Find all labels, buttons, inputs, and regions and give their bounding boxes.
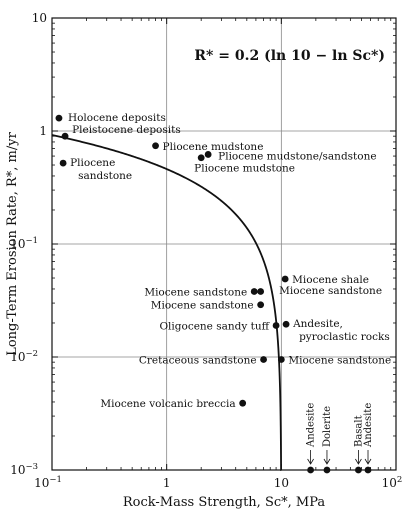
grid-lines <box>52 18 396 470</box>
y-tick-label: 10−1 <box>10 236 38 251</box>
data-point <box>239 399 247 407</box>
y-tick-label: 10−3 <box>10 462 38 477</box>
data-label: Cretaceous sandstone <box>139 355 257 367</box>
zero-rate-label: Andesite <box>363 403 374 448</box>
zero-rate-label: Dolerite <box>322 406 333 447</box>
y-tick-label: 1 <box>39 124 47 138</box>
data-label: Andesite, pyroclastic rocks <box>292 318 390 343</box>
zero-rate-point <box>307 466 315 474</box>
y-tick-label: 10−2 <box>10 349 38 364</box>
data-label: Miocene sandstone <box>144 286 247 298</box>
equation-label: R* = 0.2 (ln 10 − ln Sc*) <box>194 48 385 64</box>
y-tick-label: 10 <box>32 11 47 25</box>
data-label: Miocene shale <box>292 274 369 286</box>
data-point <box>282 320 290 328</box>
arrow-head <box>364 458 372 465</box>
zero-rate-point <box>364 466 372 474</box>
data-label: Pleistocene deposits <box>72 124 181 136</box>
x-tick-label: 10−1 <box>34 475 62 490</box>
data-point <box>59 159 67 167</box>
arrow-head <box>323 458 331 465</box>
data-point <box>272 322 280 329</box>
data-point <box>197 154 205 162</box>
arrow-head <box>307 458 314 465</box>
x-axis-title: Rock-Mass Strength, Sc*, MPa <box>123 495 325 510</box>
data-label: Miocene sandstone <box>151 300 254 312</box>
data-label: Oligocene sandy tuff <box>159 321 270 333</box>
data-label: Holocene deposits <box>68 112 166 124</box>
data-point <box>204 151 212 158</box>
x-tick-label: 10 <box>274 476 289 490</box>
zero-rate-label: Basalt <box>353 415 364 447</box>
data-point <box>277 356 285 363</box>
arrow-head <box>355 458 362 465</box>
zero-rate-point <box>355 466 362 474</box>
x-tick-label: 1 <box>163 476 171 490</box>
data-point <box>61 132 69 140</box>
data-label: Miocene sandstone <box>288 355 391 367</box>
y-axis-title: Long-Term Erosion Rate, R*, m/yr <box>5 131 20 355</box>
axis-ticks: 10−1 1 10 102 10 1 10−1 10−2 10−3 <box>10 11 402 490</box>
zero-rate-point <box>323 466 331 474</box>
x-tick-label: 102 <box>382 475 403 490</box>
data-label: Pliocene mudstone <box>163 141 264 153</box>
data-point <box>55 114 63 122</box>
data-label: Pliocene sandstone <box>70 157 132 182</box>
data-label: Pliocene mudstone/sandstone <box>218 150 376 162</box>
data-point <box>152 142 159 150</box>
data-point <box>281 275 289 283</box>
data-label: Miocene sandstone <box>279 285 382 297</box>
data-point <box>260 356 267 363</box>
data-point <box>257 288 265 295</box>
data-label: Pliocene mudstone <box>194 162 295 174</box>
zero-rate-label: Andesite <box>306 403 317 448</box>
data-label: Miocene volcanic breccia <box>100 398 235 410</box>
data-point <box>257 301 265 309</box>
erosion-curve <box>51 134 282 471</box>
data-point <box>250 288 258 295</box>
